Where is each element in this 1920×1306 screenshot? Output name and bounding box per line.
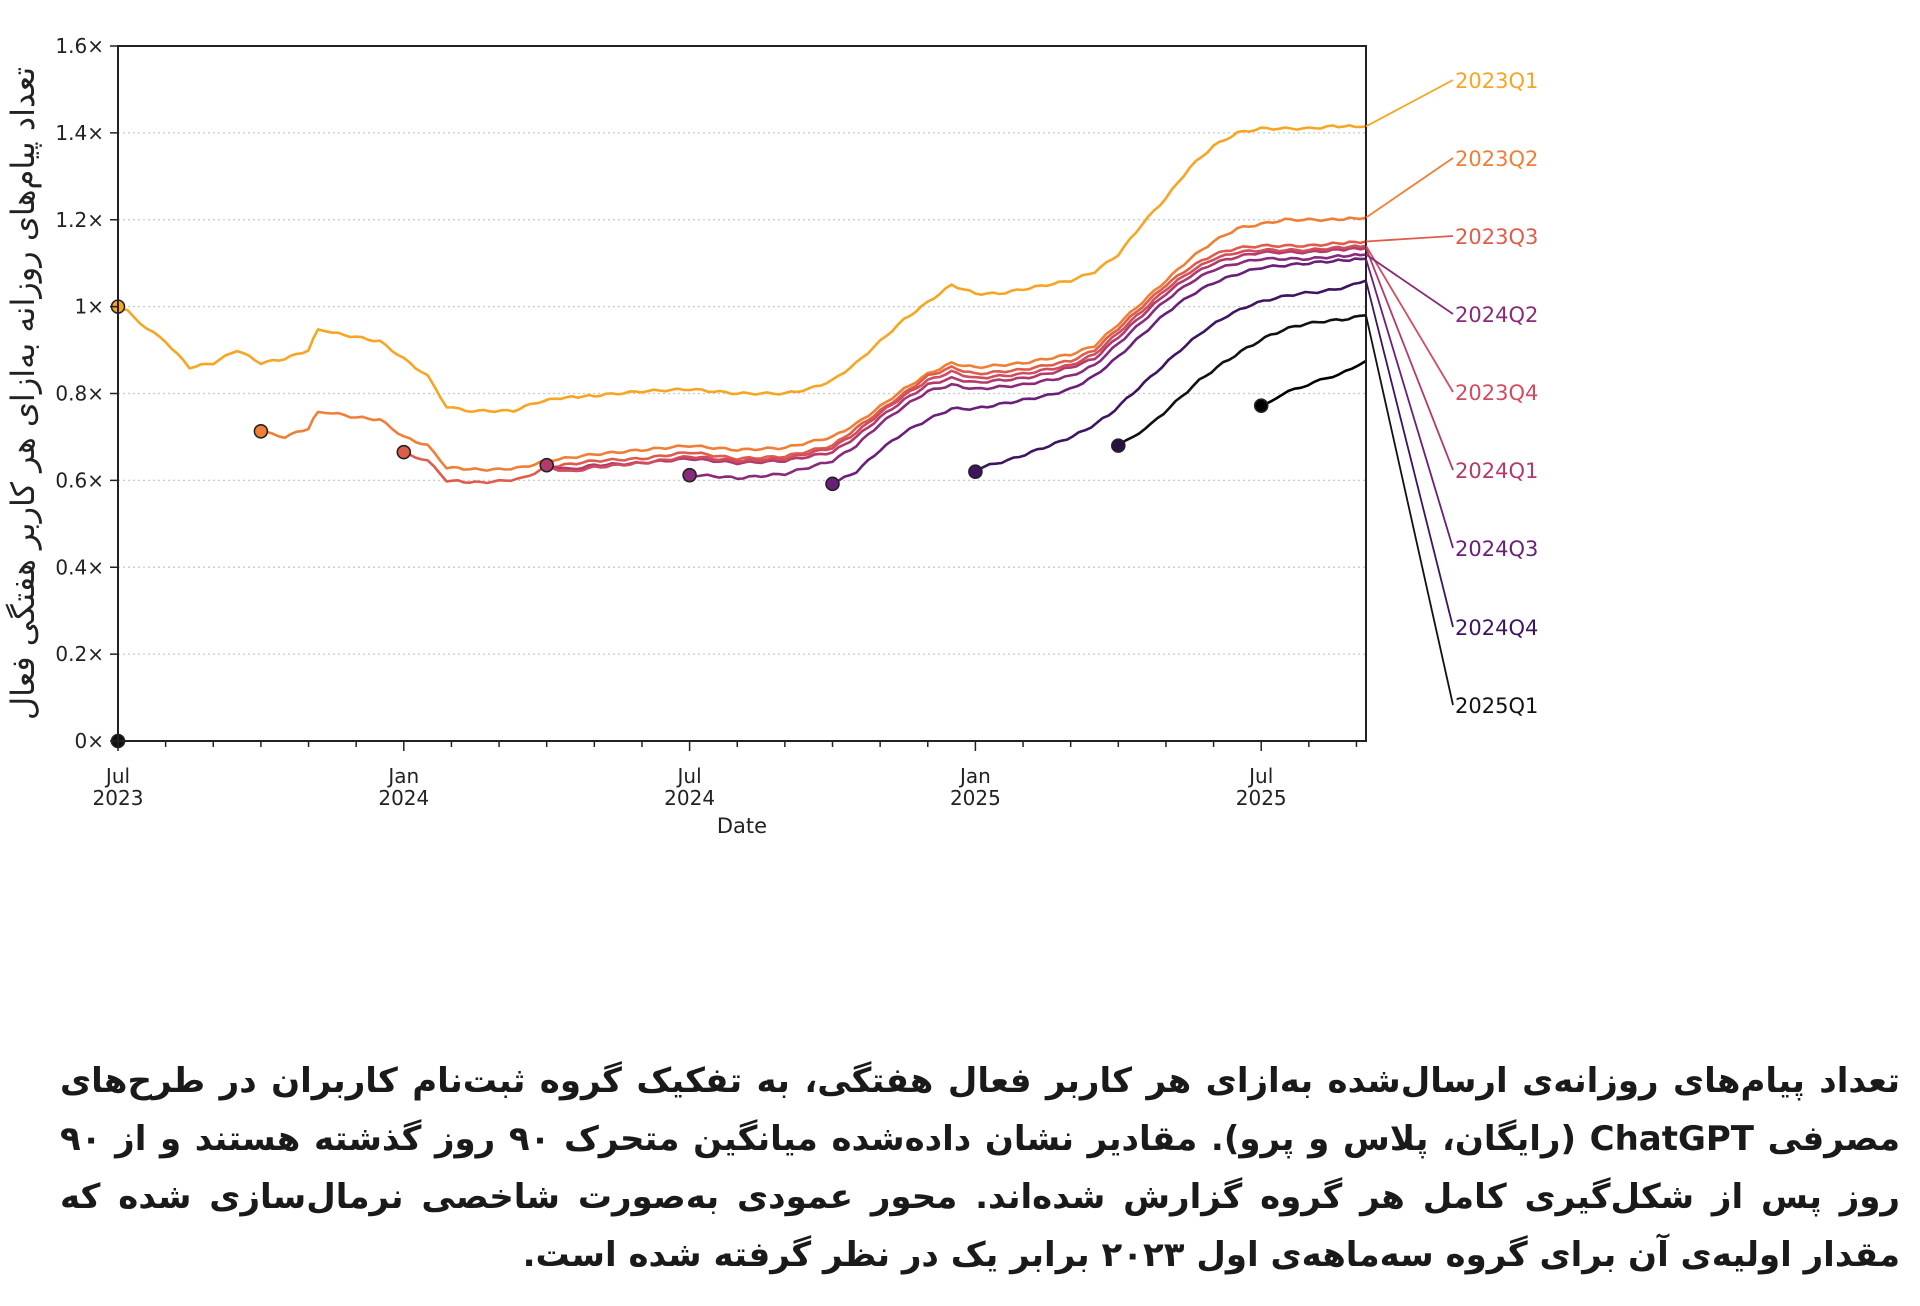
legend-label: 2024Q1 xyxy=(1455,459,1538,483)
cohort-start-marker xyxy=(1111,438,1126,453)
x-tick-label-year: 2025 xyxy=(1236,786,1287,810)
y-tick-label: 0.4× xyxy=(55,555,104,579)
legend-label: 2023Q1 xyxy=(1455,69,1538,93)
legend-leader-line xyxy=(1365,258,1454,549)
series-line-2024Q1 xyxy=(546,246,1367,471)
series-line-2025Q1 xyxy=(1117,314,1367,446)
x-tick-label-month: Jan xyxy=(958,764,991,788)
y-tick-label: 0× xyxy=(75,729,104,753)
x-tick-label-month: Jul xyxy=(676,764,702,788)
series-line-2023Q4 xyxy=(546,244,1367,473)
legend: 2023Q1 2023Q2 2023Q3 2024Q1 2023Q4 2024Q2 2024… xyxy=(1365,69,1538,718)
y-axis: 0× 0.2× 0.4× 0.6× 0.8× 1× 1.2× 1.4× 1.6× xyxy=(55,34,118,753)
legend-label: 2024Q4 xyxy=(1455,616,1538,640)
series-line-2024Q2 xyxy=(689,252,1367,481)
y-tick-label: 1.6× xyxy=(55,34,104,58)
cohort-start-marker xyxy=(539,457,555,473)
line-chart: 0×0.2×0.4×0.6×0.8×1×1.2×1.4×1.6× Jul2023… xyxy=(4,34,1538,838)
start-markers xyxy=(110,299,1269,749)
legend-leader-line xyxy=(1365,235,1454,243)
series-lines xyxy=(117,124,1367,486)
y-tick-label: 1× xyxy=(75,295,104,319)
y-tick-label: 1.2× xyxy=(55,208,104,232)
legend-leader-line xyxy=(1365,280,1454,628)
x-tick-label-month: Jul xyxy=(104,764,130,788)
series-line-2025Q1-cohort-2025Q2 xyxy=(1260,359,1367,408)
series-line-2023Q1 xyxy=(117,124,1367,414)
series-line-2023Q2 xyxy=(260,216,1367,472)
y-tick-label: 0.6× xyxy=(55,468,104,492)
cohort-start-marker xyxy=(682,467,697,483)
series-line-2023Q3 xyxy=(402,240,1367,485)
y-tick-label: 0.8× xyxy=(55,382,104,406)
x-tick-label-month: Jan xyxy=(386,764,419,788)
legend-leader-line xyxy=(1365,157,1454,219)
cohort-start-marker xyxy=(968,464,983,479)
x-axis-label: Date xyxy=(717,814,767,838)
legend-leader-line xyxy=(1365,245,1454,393)
cohort-start-marker xyxy=(1253,398,1269,413)
y-axis-label: تعداد پیام‌های روزانه به‌ازای هر کاربر ه… xyxy=(4,67,42,720)
x-tick-label-month: Jul xyxy=(1247,764,1273,788)
x-tick-label-year: 2024 xyxy=(664,786,715,810)
legend-label: 2024Q3 xyxy=(1455,537,1538,561)
series-line-2024Q4 xyxy=(974,279,1367,473)
legend-label: 2023Q2 xyxy=(1455,147,1538,171)
x-tick-label-year: 2024 xyxy=(378,786,429,810)
figure-caption: تعداد پیام‌های روزانه‌ی ارسال‌شده به‌ازا… xyxy=(60,1061,1901,1275)
cohort-start-marker xyxy=(253,423,269,439)
legend-leader-line xyxy=(1365,79,1454,128)
x-tick-label-year: 2023 xyxy=(93,786,144,810)
legend-leader-line xyxy=(1365,315,1454,706)
series-line-2024Q3 xyxy=(831,257,1367,486)
legend-label: 2023Q4 xyxy=(1455,381,1538,405)
legend-label: 2023Q3 xyxy=(1455,225,1538,249)
chart-area: 0× 0.2× 0.4× 0.6× 0.8× 1× 1.2× 1.4× 1.6× Jul 2023… xyxy=(4,34,1538,838)
legend-leader-line xyxy=(1365,247,1454,471)
legend-label: 2025Q1 xyxy=(1455,694,1538,718)
y-tick-label: 1.4× xyxy=(55,121,104,145)
cohort-start-marker xyxy=(396,444,412,460)
legend-label: 2024Q2 xyxy=(1455,303,1538,327)
legend-leader-line xyxy=(1365,253,1454,315)
cohort-start-marker xyxy=(825,476,840,492)
x-tick-label-year: 2025 xyxy=(950,786,1001,810)
y-tick-label: 0.2× xyxy=(55,642,104,666)
